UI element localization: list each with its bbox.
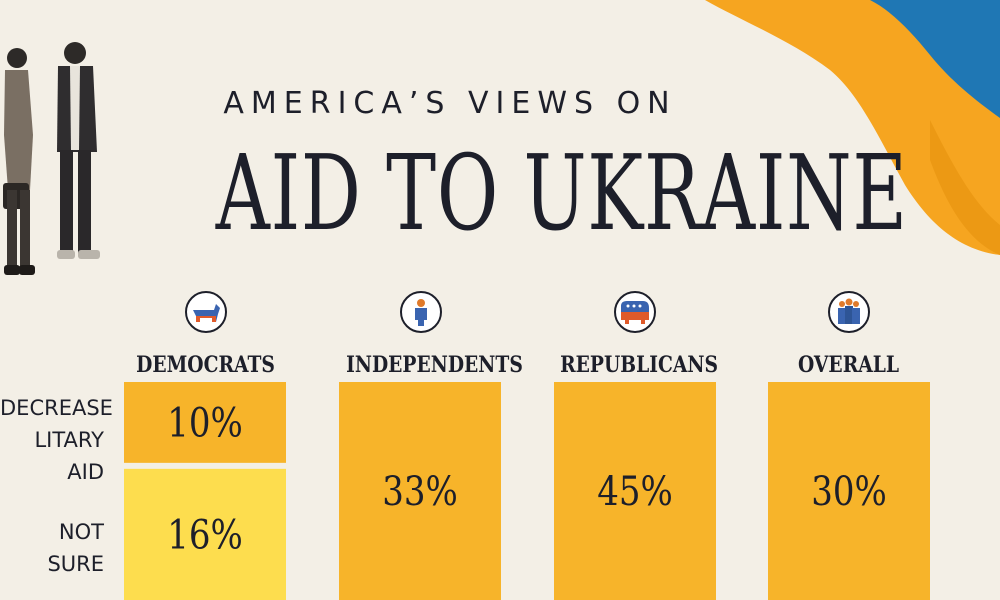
group-label: INDEPENDENTS: [346, 352, 523, 378]
bar-overall-decrease: [768, 382, 930, 600]
data-label-independents-decrease: 33%: [382, 468, 458, 514]
title-kicker: AMERICA’S VIEWS ON: [223, 86, 677, 121]
data-label-overall-decrease: 30%: [811, 468, 887, 514]
group-label: OVERALL: [797, 352, 900, 378]
bar-democrats-not-sure: [124, 468, 286, 600]
elephant-icon: [613, 291, 656, 333]
group-header-democrats: DEMOCRATS: [118, 290, 293, 378]
data-label-republicans-decrease: 45%: [597, 468, 673, 514]
row-label-decrease-text: DECREASE LITARY AID: [0, 396, 113, 484]
group-header-overall: OVERALL: [761, 290, 936, 378]
row-label-not-sure: NOT SURE: [0, 516, 104, 580]
group-label: DEMOCRATS: [136, 352, 275, 378]
group-icon: [827, 291, 870, 333]
people-illustration: [3, 42, 100, 275]
group-header-independents: INDEPENDENTS: [333, 290, 523, 378]
group-header-republicans: REPUBLICANS: [547, 290, 722, 378]
donkey-icon: [184, 291, 227, 333]
row-label-decrease: DECREASE LITARY AID: [0, 392, 113, 488]
group-label: REPUBLICANS: [560, 352, 718, 378]
bar-independents-decrease: [339, 382, 501, 600]
bar-democrats-decrease: [124, 382, 286, 463]
data-label-democrats-decrease: 10%: [167, 400, 243, 446]
data-label-democrats-not-sure: 16%: [167, 512, 243, 558]
bar-republicans-decrease: [554, 382, 716, 600]
person-icon: [399, 291, 442, 333]
row-label-not-sure-text: NOT SURE: [47, 520, 104, 576]
